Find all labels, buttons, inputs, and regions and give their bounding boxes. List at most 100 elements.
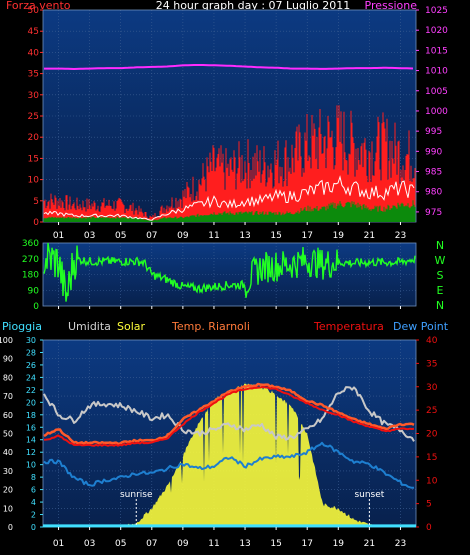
pressure-series (44, 64, 414, 71)
wind-x-tick-label: 03 (84, 231, 95, 241)
compass-label: W (435, 254, 446, 267)
compass-label: S (437, 269, 444, 282)
humidity-tick-label: 100 (0, 336, 13, 345)
legend-solar: Solar (117, 320, 146, 333)
wind-x-tick-label: 21 (364, 231, 375, 241)
wind-x-tick-label: 01 (53, 231, 64, 241)
temperature-x-tick-label: 17 (301, 539, 312, 549)
humidity-tick-label: 30 (3, 467, 13, 476)
humidity-tick-label: 90 (3, 355, 13, 364)
rain-tick-label: 30 (26, 336, 36, 345)
rain-tick-label: 14 (26, 436, 36, 445)
pressure-tick-label: 975 (425, 208, 442, 218)
x-axis: 01 01 03 03 05 05 07 07 09 09 11 11 13 13 15 15 17 17 19 19… (53, 222, 406, 549)
direction-tick-label: 90 (28, 286, 40, 296)
temperature-panel: 0102030405060708090100024681012141618202… (0, 336, 438, 533)
wind-gust-series (43, 175, 415, 221)
wind-average-series (43, 200, 416, 222)
rain-tick-label: 26 (26, 361, 36, 370)
wind-tick-label: 15 (28, 154, 39, 164)
wind-x-tick-label: 11 (208, 231, 219, 241)
pressure-tick-label: 990 (425, 147, 442, 157)
pressure-tick-label: 1010 (425, 67, 448, 77)
wind-tick-label: 50 (28, 6, 40, 16)
sunrise-label: sunrise (120, 490, 153, 500)
wind-tick-label: 35 (28, 70, 39, 80)
wind-x-tick-label: 15 (270, 231, 281, 241)
sunset-label: sunset (354, 490, 384, 500)
compass-label: N (436, 239, 444, 252)
dew-point-series (43, 441, 415, 489)
temperature-x-tick-label: 15 (270, 539, 281, 549)
compass-label: N (436, 299, 444, 312)
rain-tick-label: 4 (31, 498, 36, 507)
humidity-tick-label: 20 (3, 486, 13, 495)
temperature-tick-label: 30 (426, 383, 438, 393)
rain-tick-label: 24 (26, 373, 36, 382)
temperature-x-tick-label: 13 (239, 539, 250, 549)
temperature-tick-label: 35 (426, 359, 437, 369)
direction-series (43, 242, 416, 302)
pressure-axis-label: Pressione (365, 0, 418, 12)
temperature-x-tick-label: 11 (208, 539, 219, 549)
pressure-tick-label: 995 (425, 127, 442, 137)
pressure-tick-label: 1025 (425, 6, 448, 16)
wind-tick-label: 40 (28, 48, 40, 58)
humidity-series (43, 386, 415, 442)
humidity-tick-label: 0 (8, 523, 13, 532)
direction-tick-label: 360 (22, 239, 39, 249)
rain-tick-label: 6 (31, 486, 36, 495)
temperature-tick-label: 40 (426, 336, 438, 346)
rain-tick-label: 22 (26, 386, 36, 395)
rain-tick-label: 0 (31, 523, 36, 532)
humidity-tick-label: 60 (3, 411, 13, 420)
humidity-tick-label: 40 (3, 448, 13, 457)
temperature-tick-label: 15 (426, 453, 437, 463)
wind-x-tick-label: 07 (146, 231, 157, 241)
temperature-tick-label: 25 (426, 406, 437, 416)
rain-tick-label: 20 (26, 398, 36, 407)
humidity-tick-label: 80 (3, 373, 13, 382)
humidity-tick-label: 50 (3, 430, 13, 439)
legend: Pioggia Umidita Solar Temp. Riarnoli Tem… (2, 320, 449, 333)
direction-frame (42, 242, 417, 307)
rain-tick-label: 8 (31, 473, 36, 482)
rain-tick-label: 12 (26, 448, 36, 457)
humidity-tick-label: 10 (3, 504, 13, 513)
wind-axis-label: Forza vento (6, 0, 71, 12)
wind-tick-label: 30 (28, 91, 40, 101)
solar-area (43, 383, 416, 527)
wind-x-tick-label: 17 (301, 231, 312, 241)
rain-tick-label: 28 (26, 348, 36, 357)
temperature-tick-label: 20 (426, 430, 438, 440)
wind-x-tick-label: 09 (177, 231, 189, 241)
wind-x-tick-label: 05 (115, 231, 126, 241)
pressure-tick-label: 985 (425, 168, 442, 178)
direction-tick-label: 270 (22, 255, 39, 265)
temperature-x-tick-label: 23 (395, 539, 406, 549)
rain-tick-label: 2 (31, 511, 36, 520)
pressure-tick-label: 1000 (425, 107, 448, 117)
temperature-x-tick-label: 09 (177, 539, 189, 549)
legend-temp-ext: Temp. Riarnoli (171, 320, 250, 333)
wind-tick-label: 20 (28, 133, 40, 143)
wind-tick-label: 45 (28, 27, 39, 37)
compass-label: E (437, 284, 444, 297)
legend-humidity: Umidita (68, 320, 111, 333)
rain-tick-label: 16 (26, 423, 36, 432)
temperature-x-tick-label: 01 (53, 539, 64, 549)
pressure-tick-label: 1020 (425, 26, 448, 36)
temperature-tick-label: 5 (426, 500, 432, 510)
direction-tick-label: 0 (33, 302, 39, 312)
temperature-series (43, 386, 415, 447)
legend-dew-point: Dew Point (393, 320, 449, 333)
wind-pressure-panel: 0510152025303540455097598098599099510001… (28, 6, 449, 228)
humidity-tick-label: 70 (3, 392, 13, 401)
wind-tick-label: 25 (28, 112, 39, 122)
wind-tick-label: 10 (28, 176, 40, 186)
pressure-tick-label: 1015 (425, 46, 448, 56)
legend-temperature: Temperatura (313, 320, 384, 333)
temperature-x-tick-label: 07 (146, 539, 157, 549)
